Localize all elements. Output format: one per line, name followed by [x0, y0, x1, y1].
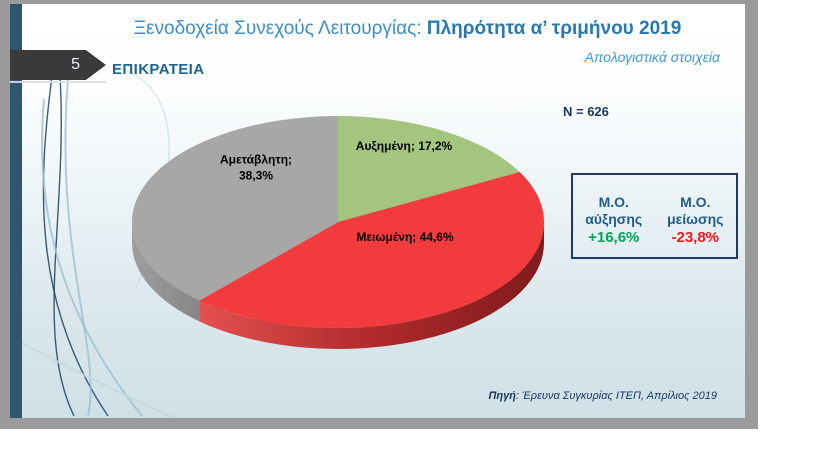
section-heading: ΕΠΙΚΡΑΤΕΙΑ	[112, 61, 205, 78]
avg-decrease-column: Μ.Ο. μείωσης -23,8%	[655, 186, 737, 245]
slide-title: Ξενοδοχεία Συνεχούς Λειτουργίας: Πληρότη…	[95, 18, 720, 40]
pie-slice-side-Μειωμένη	[199, 222, 544, 349]
slide-frame: Ξενοδοχεία Συνεχούς Λειτουργίας: Πληρότη…	[0, 0, 758, 429]
avg-decrease-sub: μείωσης	[667, 210, 724, 227]
slide-title-regular: Ξενοδοχεία Συνεχούς Λειτουργίας:	[133, 18, 427, 39]
slide-subtitle: Απολογιστικά στοιχεία	[584, 49, 720, 65]
avg-decrease-title: Μ.Ο.	[680, 194, 711, 211]
sample-size-label: N = 626	[563, 104, 609, 119]
slide: Ξενοδοχεία Συνεχούς Λειτουργίας: Πληρότη…	[10, 4, 745, 418]
source-note: Πηγή: Έρευνα Συγκυρίας ΙΤΕΠ, Απρίλιος 20…	[489, 390, 717, 402]
badge-underline	[10, 81, 106, 83]
pie-slice-Αυξημένη	[338, 116, 520, 222]
source-label: Πηγή	[488, 390, 516, 402]
pie-label-Αμετάβλητη: Αμετάβλητη; 38,3%	[219, 152, 293, 182]
pie-label-Μειωμένη: Μειωμένη; 44,6%	[356, 230, 454, 245]
left-accent-bar	[10, 4, 22, 418]
slide-title-bold: Πληρότητα α’ τριμήνου 2019	[426, 18, 682, 39]
pie-slice-side-Αμετάβλητη	[132, 222, 200, 322]
avg-increase-title: Μ.Ο.	[598, 194, 629, 211]
avg-increase-column: Μ.Ο. αύξησης +16,6%	[573, 186, 655, 245]
source-text: : Έρευνα Συγκυρίας ΙΤΕΠ, Απρίλιος 2019	[515, 390, 717, 402]
avg-increase-sub: αύξησης	[585, 210, 643, 227]
avg-decrease-value: -23,8%	[671, 228, 720, 246]
pie-label-Αυξημένη: Αυξημένη; 17,2%	[355, 139, 453, 154]
avg-increase-value: +16,6%	[588, 228, 640, 246]
pie-slice-Αμετάβλητη	[131, 116, 338, 301]
slide-number: 5	[71, 56, 80, 73]
averages-box: Μ.Ο. αύξησης +16,6% Μ.Ο. μείωσης -23,8%	[571, 173, 738, 259]
pie-slice-Μειωμένη	[199, 172, 544, 328]
pie-chart: Αυξημένη; 17,2% Μειωμένη; 44,6% Αμετάβλητη…	[122, 101, 562, 373]
slide-number-badge: 5	[10, 50, 106, 80]
